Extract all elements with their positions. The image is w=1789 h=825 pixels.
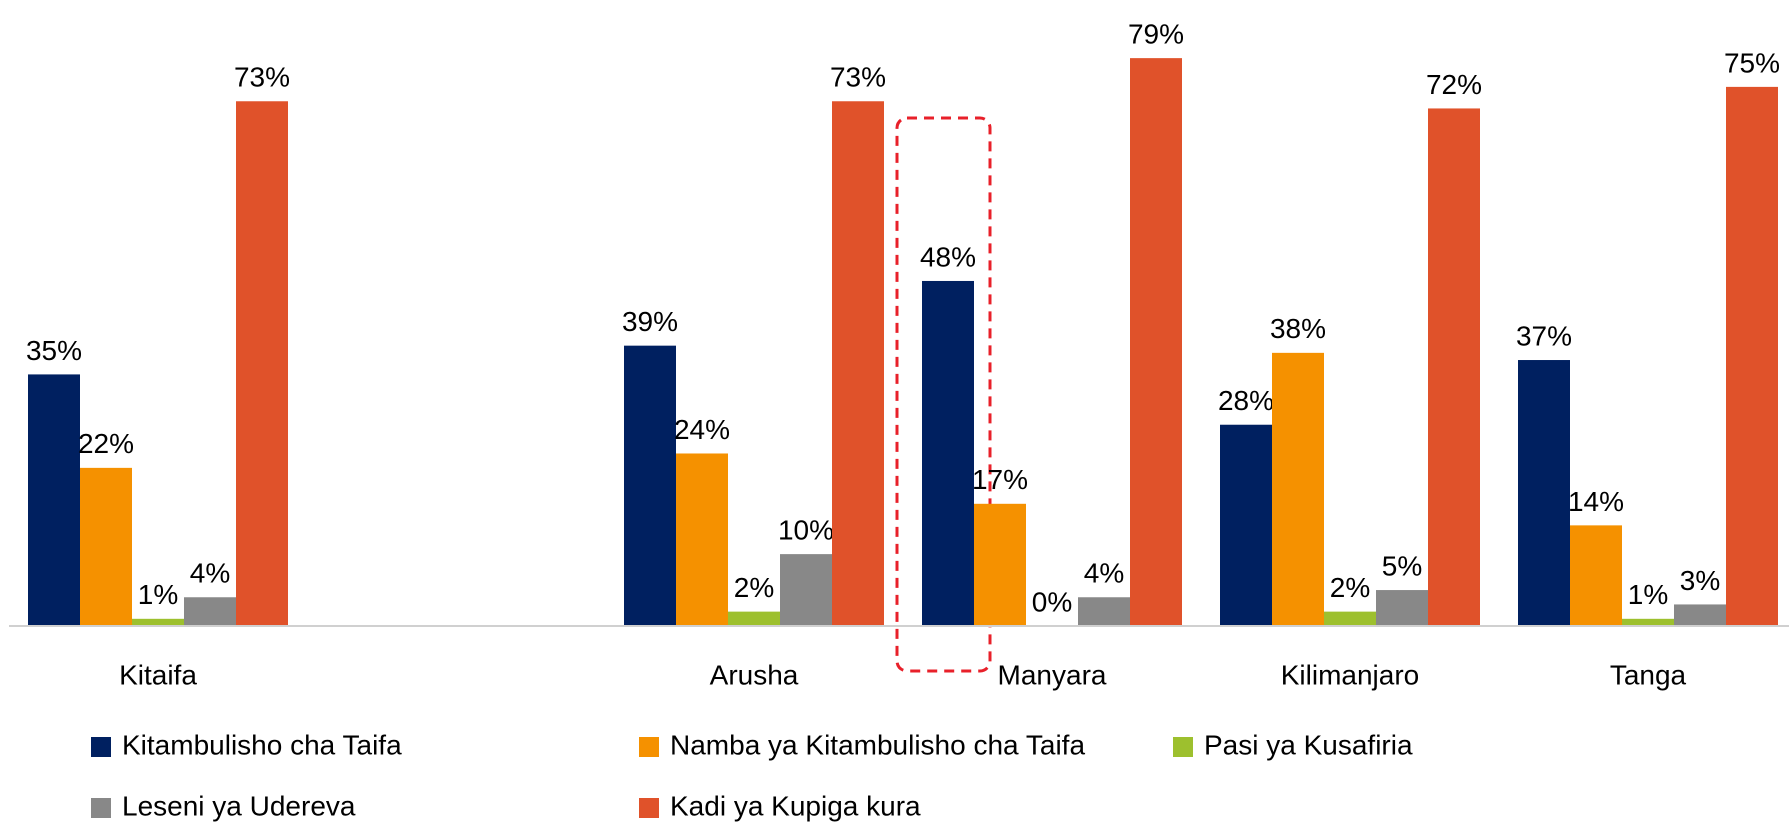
legend-label: Kitambulisho cha Taifa (122, 729, 402, 760)
bar (1130, 58, 1182, 627)
legend-swatch (1173, 737, 1193, 757)
bar (676, 453, 728, 626)
value-label: 24% (674, 414, 730, 445)
bar (1674, 604, 1726, 626)
bar (1570, 525, 1622, 626)
bar (624, 345, 676, 626)
highlight-box (895, 116, 992, 673)
value-label: 79% (1128, 19, 1184, 50)
legend-swatch (639, 798, 659, 818)
value-label: 75% (1724, 47, 1780, 78)
value-label: 73% (830, 62, 886, 93)
value-label: 1% (1628, 579, 1668, 610)
bar (728, 611, 780, 626)
bar (1376, 590, 1428, 626)
value-label: 37% (1516, 320, 1572, 351)
bar (1324, 611, 1376, 626)
legend-swatch (91, 737, 111, 757)
bar (28, 374, 80, 626)
value-label: 10% (778, 515, 834, 546)
legend-swatch (91, 798, 111, 818)
value-label: 35% (26, 335, 82, 366)
value-label: 5% (1382, 550, 1422, 581)
value-label: 3% (1680, 565, 1720, 596)
value-label: 4% (1084, 558, 1124, 589)
x-tick-label: Kilimanjaro (1281, 659, 1420, 690)
bar (1428, 108, 1480, 626)
bar (832, 101, 884, 626)
bar (132, 618, 184, 626)
bar (184, 597, 236, 626)
value-label: 17% (972, 464, 1028, 495)
value-label: 14% (1568, 486, 1624, 517)
value-label: 38% (1270, 313, 1326, 344)
value-label: 48% (920, 241, 976, 272)
bar (780, 554, 832, 626)
value-label: 0% (1032, 586, 1072, 617)
x-tick-label: Manyara (998, 659, 1107, 690)
x-tick-label: Tanga (1610, 659, 1687, 690)
bar (1518, 360, 1570, 626)
bar (236, 101, 288, 626)
value-label: 28% (1218, 385, 1274, 416)
value-label: 22% (78, 428, 134, 459)
value-label: 1% (138, 579, 178, 610)
value-label: 2% (734, 572, 774, 603)
bar (922, 280, 974, 626)
bar (80, 467, 132, 626)
value-label: 72% (1426, 69, 1482, 100)
value-label: 73% (234, 62, 290, 93)
x-tick-label: Kitaifa (119, 659, 197, 690)
bar (1078, 597, 1130, 626)
bar (974, 503, 1026, 626)
bar (1622, 618, 1674, 626)
legend-label: Namba ya Kitambulisho cha Taifa (670, 729, 1085, 760)
x-tick-label: Arusha (710, 659, 799, 690)
legend-swatch (639, 737, 659, 757)
legend-label: Kadi ya Kupiga kura (670, 790, 921, 821)
bar (1220, 424, 1272, 626)
value-label: 39% (622, 306, 678, 337)
legend-label: Leseni ya Udereva (122, 790, 356, 821)
legend-label: Pasi ya Kusafiria (1204, 729, 1413, 760)
value-label: 2% (1330, 572, 1370, 603)
bar (1726, 86, 1778, 627)
value-label: 4% (190, 558, 230, 589)
bar (1272, 352, 1324, 626)
